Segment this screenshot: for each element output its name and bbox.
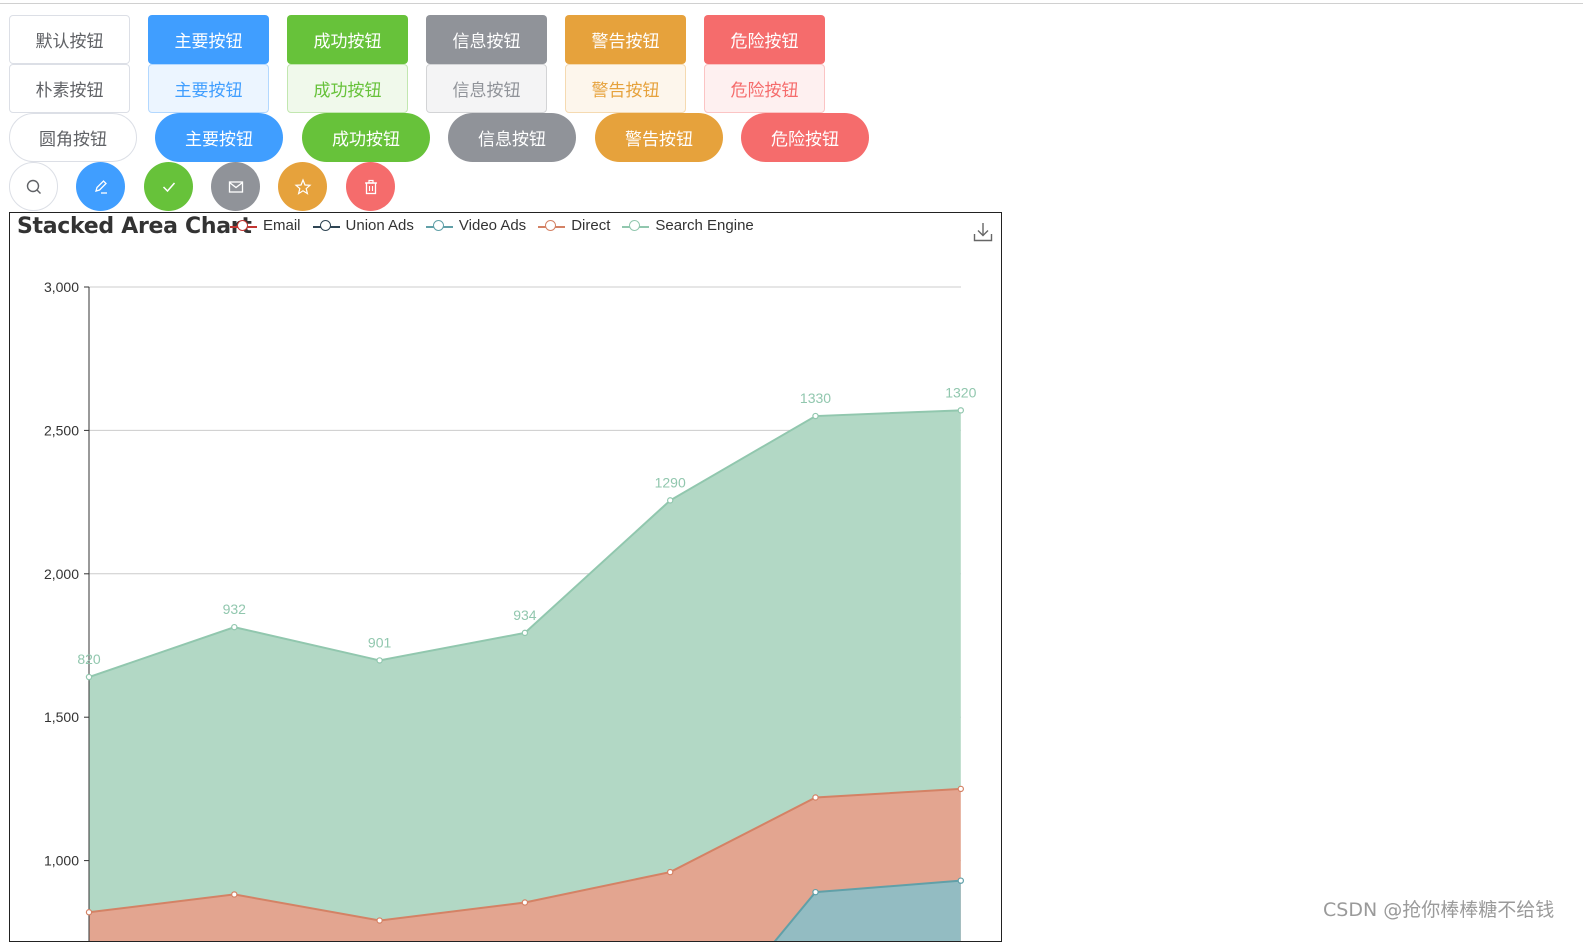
warning-button[interactable]: 警告按钮 [565,15,686,64]
search-engine-point [667,497,674,504]
y-tick-label: 1,500 [44,709,79,725]
search-engine-point [85,673,93,681]
default-button[interactable]: 默认按钮 [9,15,130,64]
round-info-button[interactable]: 信息按钮 [448,113,576,162]
edit-icon [94,179,107,194]
legend-marker [425,219,453,233]
message-icon [228,180,243,193]
y-tick-label: 1,000 [44,853,79,869]
csdn-watermark: CSDN @抢你棒棒糖不给钱 [1323,899,1555,921]
direct-point [521,899,529,906]
search-engine-data-label: 1320 [945,384,976,400]
search-engine-area [89,410,961,921]
legend-item-email[interactable]: Email [230,217,301,234]
round-danger-button[interactable]: 危险按钮 [741,113,869,162]
plain-warning-button[interactable]: 警告按钮 [565,64,686,113]
chart-legend: Email Union Ads Video Ads Direct Search … [230,217,754,234]
top-divider [0,3,1583,4]
legend-marker [312,219,340,233]
plain-success-button[interactable]: 成功按钮 [287,64,408,113]
direct-point [667,868,674,876]
chart-title: Stacked Area Chart [17,214,252,239]
stacked-area-chart: 3,000 2,500 2,000 1,500 1,000 820 932 901 934 129… [9,212,1002,942]
legend-item-search-engine[interactable]: Search Engine [622,217,754,234]
search-engine-point [231,623,238,631]
legend-marker [230,219,257,233]
check-icon [162,182,175,192]
danger-button[interactable]: 危险按钮 [704,15,825,64]
legend-label: Union Ads [345,217,414,234]
star-icon [293,177,312,195]
download-icon [973,223,993,242]
video-ads-point [957,877,965,884]
circle-delete-button[interactable] [346,162,395,211]
primary-button[interactable]: 主要按钮 [148,15,269,64]
round-warning-button[interactable]: 警告按钮 [595,113,723,162]
search-engine-point [521,629,529,637]
legend-label: Search Engine [655,217,754,234]
direct-point [231,891,238,898]
plain-default-button[interactable]: 朴素按钮 [9,64,130,113]
circle-check-button[interactable] [144,162,193,211]
direct-point [812,794,819,801]
search-engine-data-label: 1290 [655,474,686,490]
search-engine-data-label: 820 [77,651,101,667]
delete-icon [364,179,377,194]
plain-info-button[interactable]: 信息按钮 [426,64,547,113]
legend-dot [629,219,641,231]
direct-point [957,785,965,793]
search-engine-data-label: 1330 [800,390,831,406]
search-engine-data-label: 932 [223,601,247,617]
round-default-button[interactable]: 圆角按钮 [9,113,137,162]
chart-canvas: 3,000 2,500 2,000 1,500 1,000 820 932 901 934 129… [44,279,977,941]
y-tick-label: 3,000 [44,279,79,295]
legend-dot [545,219,557,231]
legend-item-direct[interactable]: Direct [538,217,610,234]
legend-marker [538,219,566,233]
video-ads-area [775,880,961,941]
circle-search-button[interactable] [9,162,58,211]
video-ads-point [812,888,819,896]
circle-star-button[interactable] [278,162,327,211]
search-engine-point [957,407,965,414]
round-success-button[interactable]: 成功按钮 [302,113,430,162]
legend-item-union-ads[interactable]: Union Ads [312,217,414,234]
legend-label: Video Ads [458,217,527,234]
search-icon [26,179,41,194]
plain-primary-button[interactable]: 主要按钮 [148,64,269,113]
legend-item-video-ads[interactable]: Video Ads [425,217,527,234]
y-tick-label: 2,000 [44,566,79,582]
success-button[interactable]: 成功按钮 [287,15,408,64]
legend-marker [622,219,650,233]
round-primary-button[interactable]: 主要按钮 [155,113,283,162]
info-button[interactable]: 信息按钮 [426,15,547,64]
legend-label: Direct [571,217,611,234]
circle-edit-button[interactable] [76,162,125,211]
legend-dot [319,219,331,231]
legend-dot [432,219,444,231]
legend-label: Email [263,217,301,234]
plain-danger-button[interactable]: 危险按钮 [704,64,825,113]
search-engine-point [812,412,819,420]
search-engine-point [376,657,383,664]
legend-dot [237,219,248,231]
circle-message-button[interactable] [211,162,260,211]
direct-point [376,917,383,924]
search-engine-data-label: 934 [513,607,537,623]
direct-area [89,788,961,941]
direct-point [85,909,93,916]
y-tick-label: 2,500 [44,422,79,438]
search-engine-data-label: 901 [368,634,392,650]
